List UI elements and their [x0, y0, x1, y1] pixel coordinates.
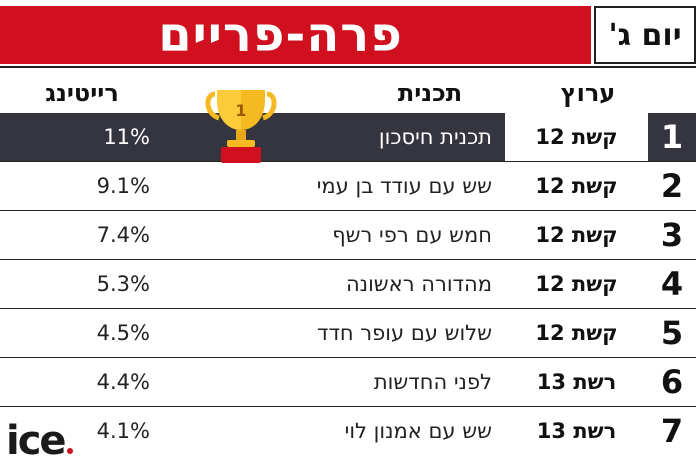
- rank-number: 3: [660, 216, 684, 254]
- program-name: מהדורה ראשונה: [345, 272, 492, 296]
- rating-value: 4.1%: [96, 419, 150, 443]
- network-name: קשת 12: [535, 272, 618, 296]
- network-name: רשת 13: [536, 419, 617, 443]
- rank-number: 6: [660, 363, 684, 401]
- table-row: 1 קשת 12 תכנית חיסכון 11%: [0, 113, 696, 162]
- divider: [0, 66, 696, 68]
- network-name: קשת 12: [535, 223, 618, 247]
- table-row: 5 קשת 12 שלוש עם עופר חדד 4.5%: [0, 309, 696, 358]
- ice-logo: ice: [6, 418, 73, 464]
- network-name: רשת 13: [536, 370, 617, 394]
- logo-text: ice: [6, 418, 67, 464]
- row-divider: [0, 259, 696, 260]
- ratings-table: 1 קשת 12 תכנית חיסכון 11% 2 קשת 12 שש עם…: [0, 113, 696, 456]
- network-name: קשת 12: [505, 113, 648, 161]
- row-divider: [0, 357, 696, 358]
- logo-dot: [66, 448, 73, 454]
- program-name: תכנית חיסכון: [378, 125, 492, 149]
- rank-number: 7: [660, 412, 684, 450]
- program-name: חמש עם רפי רשף: [332, 223, 492, 247]
- rating-value: 5.3%: [96, 272, 150, 296]
- column-header-rating: רייטינג: [45, 79, 119, 107]
- table-row: 4 קשת 12 מהדורה ראשונה 5.3%: [0, 260, 696, 309]
- program-name: שש עם אמנון לוי: [344, 419, 492, 443]
- rating-value: 7.4%: [96, 223, 150, 247]
- rank-number: 2: [660, 167, 684, 205]
- program-name: שש עם עודד בן עמי: [316, 174, 492, 198]
- header: פרה-פריים יום ג': [0, 0, 696, 68]
- row-divider: [0, 161, 696, 162]
- trophy-label: 1: [235, 101, 246, 120]
- row-divider: [0, 406, 696, 407]
- trophy-icon: 1: [205, 90, 277, 163]
- program-name: לפני החדשות: [373, 370, 492, 394]
- day-label: יום ג': [594, 6, 696, 64]
- rating-value: 4.4%: [96, 370, 150, 394]
- rating-value: 4.5%: [96, 321, 150, 345]
- table-row: 7 רשת 13 שש עם אמנון לוי 4.1%: [0, 407, 696, 456]
- rating-value: 9.1%: [96, 174, 150, 198]
- table-row: 6 רשת 13 לפני החדשות 4.4%: [0, 358, 696, 407]
- program-name: שלוש עם עופר חדד: [316, 321, 492, 345]
- table-row: 3 קשת 12 חמש עם רפי רשף 7.4%: [0, 211, 696, 260]
- row-divider: [0, 210, 696, 211]
- rank-number: 1: [660, 118, 684, 156]
- page-title: פרה-פריים: [0, 6, 591, 64]
- rating-value: 11%: [103, 125, 150, 149]
- rank-number: 4: [660, 265, 684, 303]
- network-name: קשת 12: [535, 174, 618, 198]
- network-name: קשת 12: [535, 321, 618, 345]
- column-header-network: ערוץ: [560, 79, 616, 107]
- rank-number: 5: [660, 314, 684, 352]
- table-row: 2 קשת 12 שש עם עודד בן עמי 9.1%: [0, 162, 696, 211]
- row-divider: [0, 308, 696, 309]
- column-header-program: תכנית: [397, 79, 463, 107]
